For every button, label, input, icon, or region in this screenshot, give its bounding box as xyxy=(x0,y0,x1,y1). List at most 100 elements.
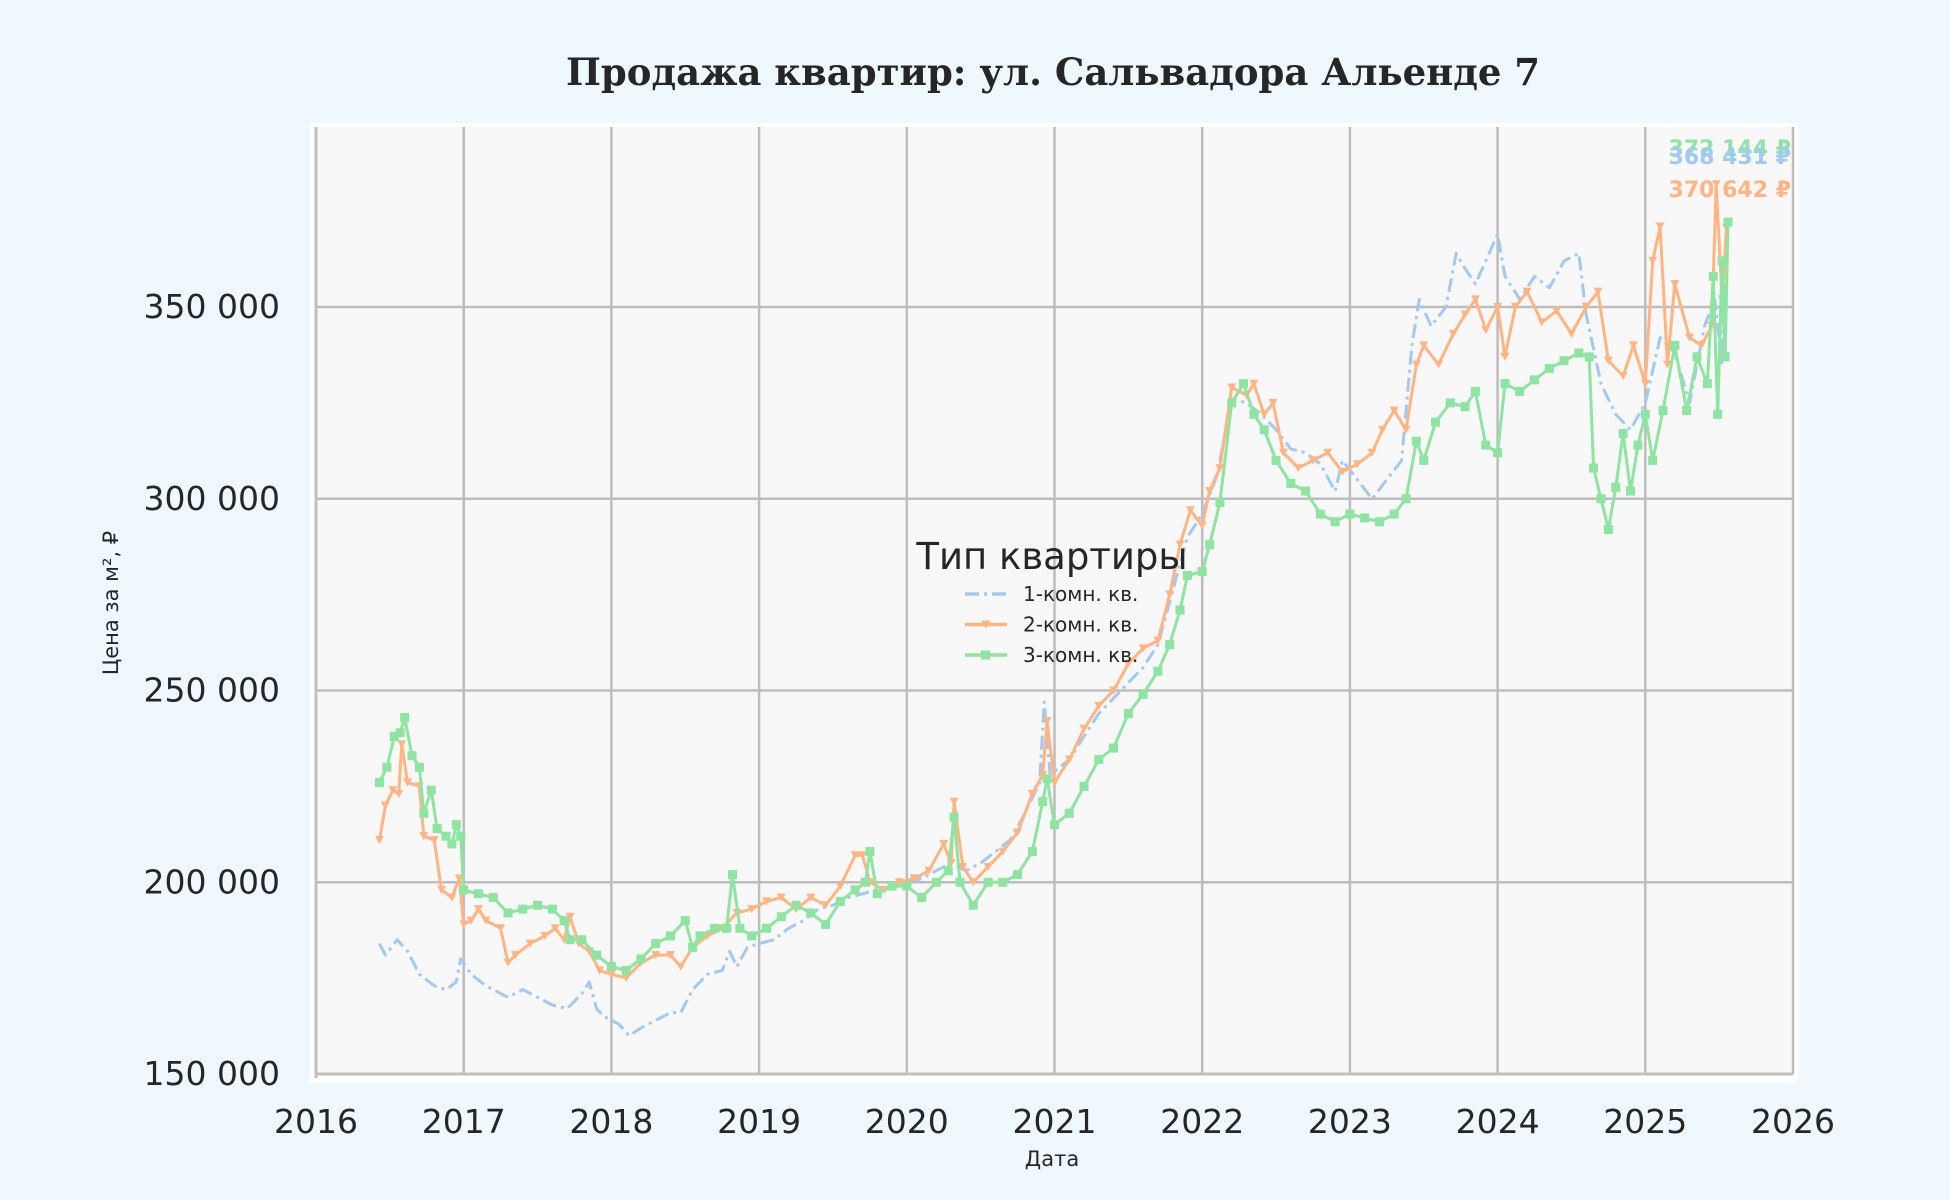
square-marker xyxy=(395,728,405,738)
square-marker xyxy=(1500,379,1510,389)
triangle-marker xyxy=(958,862,968,871)
triangle-marker xyxy=(1338,467,1348,476)
triangle-marker xyxy=(503,958,513,967)
square-marker xyxy=(1165,639,1175,649)
square-marker xyxy=(1723,217,1733,227)
square-marker xyxy=(1626,486,1636,496)
triangle-marker xyxy=(857,851,867,860)
square-marker xyxy=(860,877,870,887)
square-marker xyxy=(998,877,1008,887)
x-tick-label: 2018 xyxy=(569,1102,653,1141)
square-marker xyxy=(1094,755,1104,765)
x-tick-label: 2016 xyxy=(274,1102,358,1141)
square-marker xyxy=(791,900,801,910)
square-marker xyxy=(1079,781,1089,791)
square-marker xyxy=(955,877,965,887)
triangle-marker xyxy=(1401,425,1411,434)
triangle-marker xyxy=(676,962,686,971)
triangle-marker xyxy=(998,847,1008,856)
triangle-marker xyxy=(1064,755,1074,764)
triangle-marker xyxy=(1165,590,1175,599)
triangle-marker xyxy=(821,901,831,910)
series-line xyxy=(378,222,1730,972)
triangle-marker xyxy=(473,905,483,914)
square-marker xyxy=(1640,409,1650,419)
triangle-marker xyxy=(968,878,978,887)
triangle-marker xyxy=(1109,686,1119,695)
square-marker xyxy=(917,893,927,903)
triangle-marker xyxy=(375,836,385,845)
triangle-marker xyxy=(1481,326,1491,335)
square-marker xyxy=(821,919,831,929)
triangle-marker xyxy=(1493,303,1503,311)
last-value-label: 368 431 ₽ xyxy=(1669,145,1791,170)
square-marker xyxy=(606,962,616,972)
square-marker xyxy=(1153,666,1163,676)
legend-label: 2-комн. кв. xyxy=(1023,613,1138,637)
triangle-marker xyxy=(806,893,816,902)
square-marker xyxy=(565,935,575,945)
square-marker xyxy=(835,896,845,906)
triangle-marker-icon xyxy=(981,620,991,629)
triangle-marker xyxy=(1662,360,1672,369)
triangle-marker xyxy=(850,851,860,860)
square-marker xyxy=(806,908,816,918)
triangle-marker xyxy=(397,740,407,749)
triangle-marker xyxy=(1185,506,1195,515)
data-series xyxy=(375,180,1733,1038)
triangle-marker xyxy=(924,866,934,875)
x-tick-label: 2022 xyxy=(1160,1102,1244,1141)
square-marker xyxy=(1138,689,1148,699)
triangle-marker xyxy=(1367,448,1377,457)
square-marker xyxy=(1360,513,1370,523)
square-marker xyxy=(1584,352,1594,362)
square-marker xyxy=(547,904,557,914)
y-tick-label: 300 000 xyxy=(144,479,280,518)
series-line xyxy=(378,232,1728,1038)
square-marker xyxy=(747,931,757,941)
triangle-marker xyxy=(1227,383,1237,392)
square-marker xyxy=(1123,709,1133,719)
square-marker xyxy=(1713,409,1723,419)
square-marker xyxy=(1401,494,1411,504)
triangle-marker xyxy=(1352,460,1362,469)
last-value-label: 372 144 ₽ xyxy=(1669,137,1791,162)
x-tick-label: 2023 xyxy=(1308,1102,1392,1141)
square-marker xyxy=(943,866,953,876)
square-marker xyxy=(902,881,912,891)
triangle-marker xyxy=(835,882,845,891)
square-marker xyxy=(1419,455,1429,465)
square-marker xyxy=(1175,605,1185,615)
square-marker xyxy=(1038,797,1048,807)
triangle-marker xyxy=(1249,379,1259,388)
square-marker xyxy=(1574,348,1584,358)
triangle-marker xyxy=(665,951,675,960)
triangle-marker xyxy=(1618,372,1628,381)
legend-item: 2-комн. кв. xyxy=(965,613,1138,637)
series-3 xyxy=(375,217,1733,975)
triangle-marker xyxy=(1153,636,1163,645)
square-marker xyxy=(1559,356,1569,366)
square-marker xyxy=(949,812,959,822)
triangle-marker xyxy=(949,797,959,806)
triangle-marker xyxy=(651,951,661,960)
square-marker xyxy=(407,751,417,761)
square-marker xyxy=(1445,398,1455,408)
square-marker xyxy=(872,889,882,899)
triangle-marker xyxy=(565,912,575,921)
triangle-marker xyxy=(481,916,491,925)
triangle-marker xyxy=(1323,448,1333,457)
square-marker xyxy=(456,831,466,841)
square-marker xyxy=(389,732,399,742)
x-tick-label: 2021 xyxy=(1013,1102,1097,1141)
y-axis-ticks: 150 000 200 000 250 000 300 000 350 000 xyxy=(144,287,280,1093)
square-marker xyxy=(710,923,720,933)
triangle-marker xyxy=(894,878,904,887)
legend-item: 3-комн. кв. xyxy=(965,643,1138,667)
x-tick-label: 2017 xyxy=(422,1102,506,1141)
triangle-marker xyxy=(1215,464,1225,473)
square-marker xyxy=(1670,340,1680,350)
triangle-marker xyxy=(510,951,520,960)
square-marker xyxy=(651,939,661,949)
square-marker xyxy=(419,808,429,818)
